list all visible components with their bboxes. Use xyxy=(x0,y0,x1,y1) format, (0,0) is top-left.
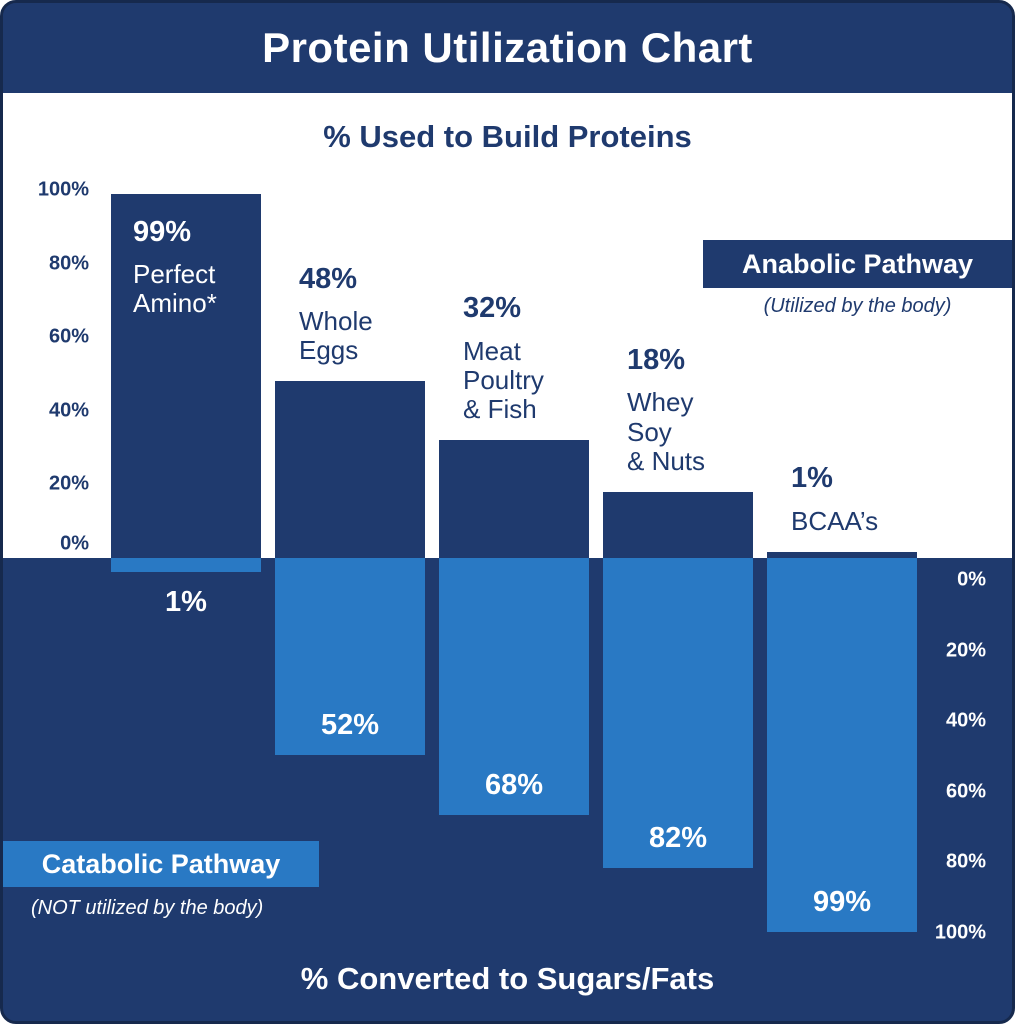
bar-anabolic-3 xyxy=(439,440,589,558)
catabolic-pathway-badge: Catabolic Pathway xyxy=(3,841,319,887)
right-axis-tick-0%: 0% xyxy=(957,568,986,591)
bar-anabolic-2 xyxy=(275,381,425,558)
bar-catabolic-1 xyxy=(111,558,261,572)
anabolic-pathway-subtext: (Utilized by the body) xyxy=(763,295,952,317)
left-axis-tick-0%: 0% xyxy=(60,532,89,555)
left-axis-tick-100%: 100% xyxy=(37,178,89,201)
bar-anabolic-4 xyxy=(603,491,753,558)
chart-plot-area: 99% Perfect Amino* 1% 48% Whole Eggs 52% 32% Meat… xyxy=(3,3,1012,1021)
catabolic-pathway-label: Catabolic Pathway xyxy=(41,848,281,879)
category-label-3: 32% Meat Poultry & Fish xyxy=(463,292,544,424)
anabolic-pathway-badge: Anabolic Pathway xyxy=(703,240,1012,288)
category-name-line: Perfect xyxy=(133,259,216,290)
category-label-2: 48% Whole Eggs xyxy=(299,263,373,366)
category-name-line: Eggs xyxy=(299,335,359,366)
category-name-line: Meat xyxy=(463,335,521,366)
anabolic-value-label: 18% xyxy=(627,343,686,376)
right-axis-tick-40%: 40% xyxy=(945,709,986,732)
catabolic-value-label-4: 82% xyxy=(648,821,708,854)
category-name-line: Soy xyxy=(627,416,672,447)
catabolic-value-label-2: 52% xyxy=(320,708,380,741)
anabolic-value-label: 99% xyxy=(133,215,192,248)
category-name-line: Whole xyxy=(299,306,373,337)
left-axis-tick-80%: 80% xyxy=(48,252,89,275)
title-bar: Protein Utilization Chart xyxy=(3,3,1012,93)
category-name-line: Poultry xyxy=(463,365,544,396)
bar-catabolic-2 xyxy=(275,558,425,755)
category-name-line: & Fish xyxy=(463,394,537,425)
category-label-4: 18% Whey Soy & Nuts xyxy=(627,344,705,476)
right-axis-tick-100%: 100% xyxy=(934,921,986,944)
left-axis-tick-60%: 60% xyxy=(48,325,89,348)
bar-catabolic-5 xyxy=(767,558,917,933)
right-axis-tick-60%: 60% xyxy=(945,780,986,803)
bar-anabolic-1 xyxy=(111,193,261,558)
bar-anabolic-5 xyxy=(767,552,917,558)
bar-catabolic-3 xyxy=(439,558,589,816)
left-axis-tick-40%: 40% xyxy=(48,399,89,422)
category-name-line: Amino* xyxy=(133,288,217,319)
category-label-5: 1% BCAA’s xyxy=(791,462,878,536)
bottom-axis-title: % Converted to Sugars/Fats xyxy=(300,961,715,996)
catabolic-value-label-3: 68% xyxy=(484,769,544,802)
top-axis-title: % Used to Build Proteins xyxy=(323,119,692,154)
category-name-line: & Nuts xyxy=(627,445,706,476)
catabolic-value-label-5: 99% xyxy=(812,886,872,919)
right-axis-tick-20%: 20% xyxy=(945,639,986,662)
anabolic-value-label: 1% xyxy=(791,462,833,495)
left-axis-tick-20%: 20% xyxy=(48,472,89,495)
catabolic-pathway-subtext: (NOT utilized by the body) xyxy=(31,897,264,919)
page-title: Protein Utilization Chart xyxy=(262,24,753,71)
category-label-1: 99% Perfect Amino* xyxy=(133,216,217,319)
anabolic-value-label: 48% xyxy=(299,262,358,295)
bar-catabolic-4 xyxy=(603,558,753,868)
category-name-line: Whey xyxy=(627,387,694,418)
right-axis-tick-80%: 80% xyxy=(945,850,986,873)
catabolic-value-label-1: 1% xyxy=(165,586,207,618)
category-name-line: BCAA’s xyxy=(791,505,879,536)
anabolic-pathway-label: Anabolic Pathway xyxy=(741,248,974,279)
anabolic-value-label: 32% xyxy=(463,292,522,325)
